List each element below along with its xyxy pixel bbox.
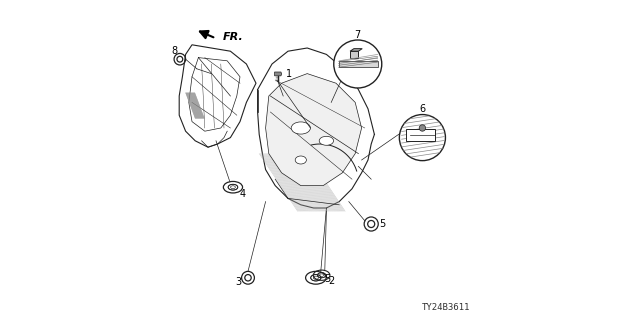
Text: 2: 2 (329, 276, 335, 286)
Text: 4: 4 (239, 189, 246, 199)
Text: 1: 1 (287, 69, 292, 79)
Polygon shape (339, 61, 378, 67)
Ellipse shape (319, 136, 333, 145)
Ellipse shape (291, 122, 310, 134)
Polygon shape (350, 51, 358, 58)
Text: 5: 5 (324, 274, 330, 284)
Polygon shape (275, 72, 282, 76)
Circle shape (419, 125, 426, 131)
Text: 7: 7 (355, 30, 361, 40)
Polygon shape (350, 49, 362, 51)
Text: FR.: FR. (223, 32, 243, 42)
Text: 6: 6 (419, 104, 426, 114)
Text: 3: 3 (236, 277, 242, 287)
Ellipse shape (295, 156, 307, 164)
Text: TY24B3611: TY24B3611 (422, 303, 470, 312)
Polygon shape (266, 74, 362, 186)
Text: 8: 8 (172, 46, 178, 56)
Circle shape (334, 40, 381, 88)
Text: 5: 5 (379, 219, 385, 229)
Polygon shape (406, 129, 435, 141)
Circle shape (399, 115, 445, 161)
Polygon shape (179, 45, 256, 147)
